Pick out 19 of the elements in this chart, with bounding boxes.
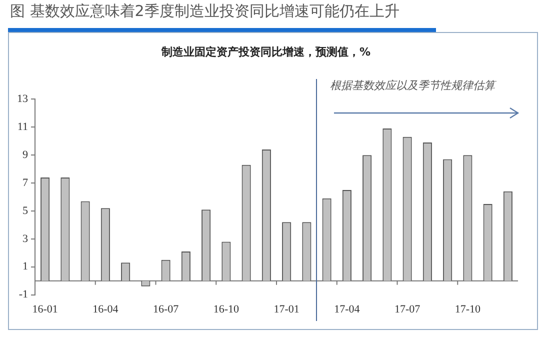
y-tick-label: 1: [22, 260, 28, 273]
y-tick-label: 13: [17, 93, 28, 106]
y-tick-label: 11: [17, 121, 28, 134]
y-tick-label: -1: [18, 288, 28, 301]
y-tick-label: 9: [22, 148, 28, 161]
y-tick-label: 5: [22, 204, 28, 217]
x-tick-label: 17-01: [274, 303, 300, 316]
y-tick-label: 7: [22, 176, 28, 189]
x-tick-label: 16-07: [152, 303, 180, 316]
x-tick-label: 17-04: [334, 303, 360, 316]
x-tick-label: 16-01: [32, 303, 58, 316]
x-tick-label: 16-04: [92, 303, 119, 316]
x-tick-label: 17-07: [394, 303, 421, 316]
y-tick-label: 3: [22, 232, 28, 245]
x-tick-label: 17-10: [454, 303, 482, 316]
text: 根据基数效应以及季节性规律估算: [330, 79, 497, 92]
chart-subtitle: 制造业固定资产投资同比增速，预测值，%: [160, 45, 371, 58]
x-tick-label: 16-10: [213, 303, 240, 316]
chart-title: 图 基数效应意味着2季度制造业投资同比增速可能仍在上升: [10, 2, 400, 21]
